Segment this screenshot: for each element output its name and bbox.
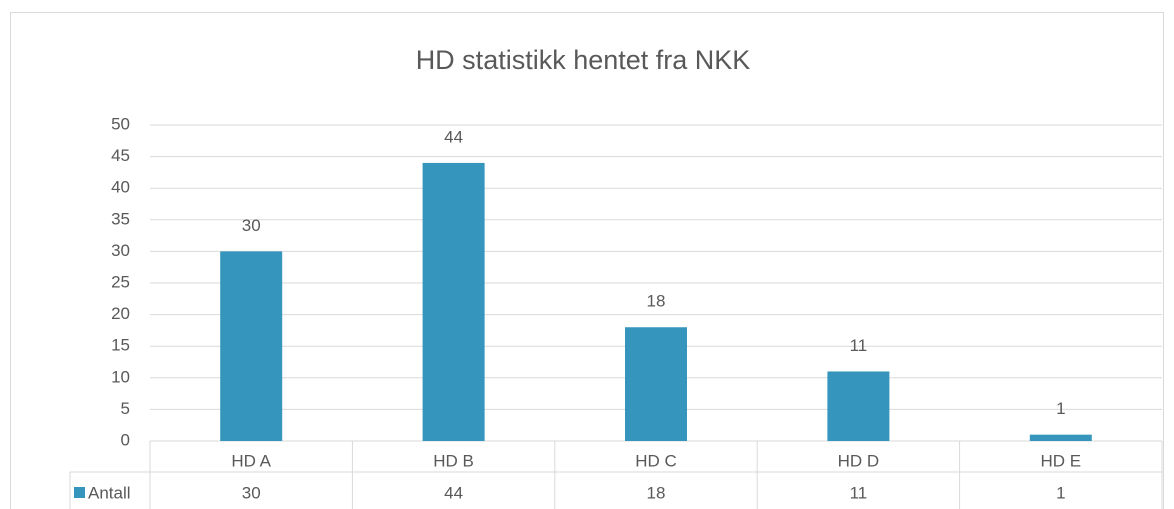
table-value: 1	[1056, 483, 1065, 502]
y-tick-label: 25	[111, 272, 130, 291]
y-tick-label: 20	[111, 304, 130, 323]
bar	[625, 327, 687, 441]
y-tick-label: 40	[111, 178, 130, 197]
table-value: 11	[850, 483, 868, 502]
chart-border	[10, 12, 1164, 509]
data-label: 18	[647, 292, 666, 311]
table-value: 30	[242, 483, 261, 502]
bar	[422, 162, 485, 442]
x-tick-label: HD D	[838, 451, 880, 470]
y-tick-label: 50	[111, 114, 130, 133]
data-label: 1	[1056, 399, 1065, 418]
x-tick-label: HD A	[231, 451, 271, 470]
y-tick-label: 0	[121, 430, 130, 449]
y-tick-label: 35	[111, 209, 130, 228]
table-value: 44	[444, 483, 463, 502]
legend-label: Antall	[88, 483, 131, 502]
x-tick-label: HD E	[1040, 451, 1081, 470]
data-label: 30	[242, 216, 261, 235]
bar	[1029, 434, 1092, 441]
y-tick-label: 5	[121, 399, 130, 418]
y-tick-label: 15	[111, 336, 130, 355]
bar	[220, 251, 283, 441]
legend-key	[74, 487, 85, 498]
y-tick-label: 45	[111, 146, 130, 165]
data-label: 44	[444, 127, 463, 146]
data-label: 11	[850, 336, 868, 355]
table-value: 18	[647, 483, 666, 502]
chart-title: HD statistikk hentet fra NKK	[416, 45, 751, 75]
bar	[827, 371, 890, 441]
x-tick-label: HD B	[433, 451, 474, 470]
y-tick-label: 30	[111, 241, 130, 260]
x-tick-label: HD C	[635, 451, 677, 470]
y-tick-label: 10	[111, 367, 130, 386]
